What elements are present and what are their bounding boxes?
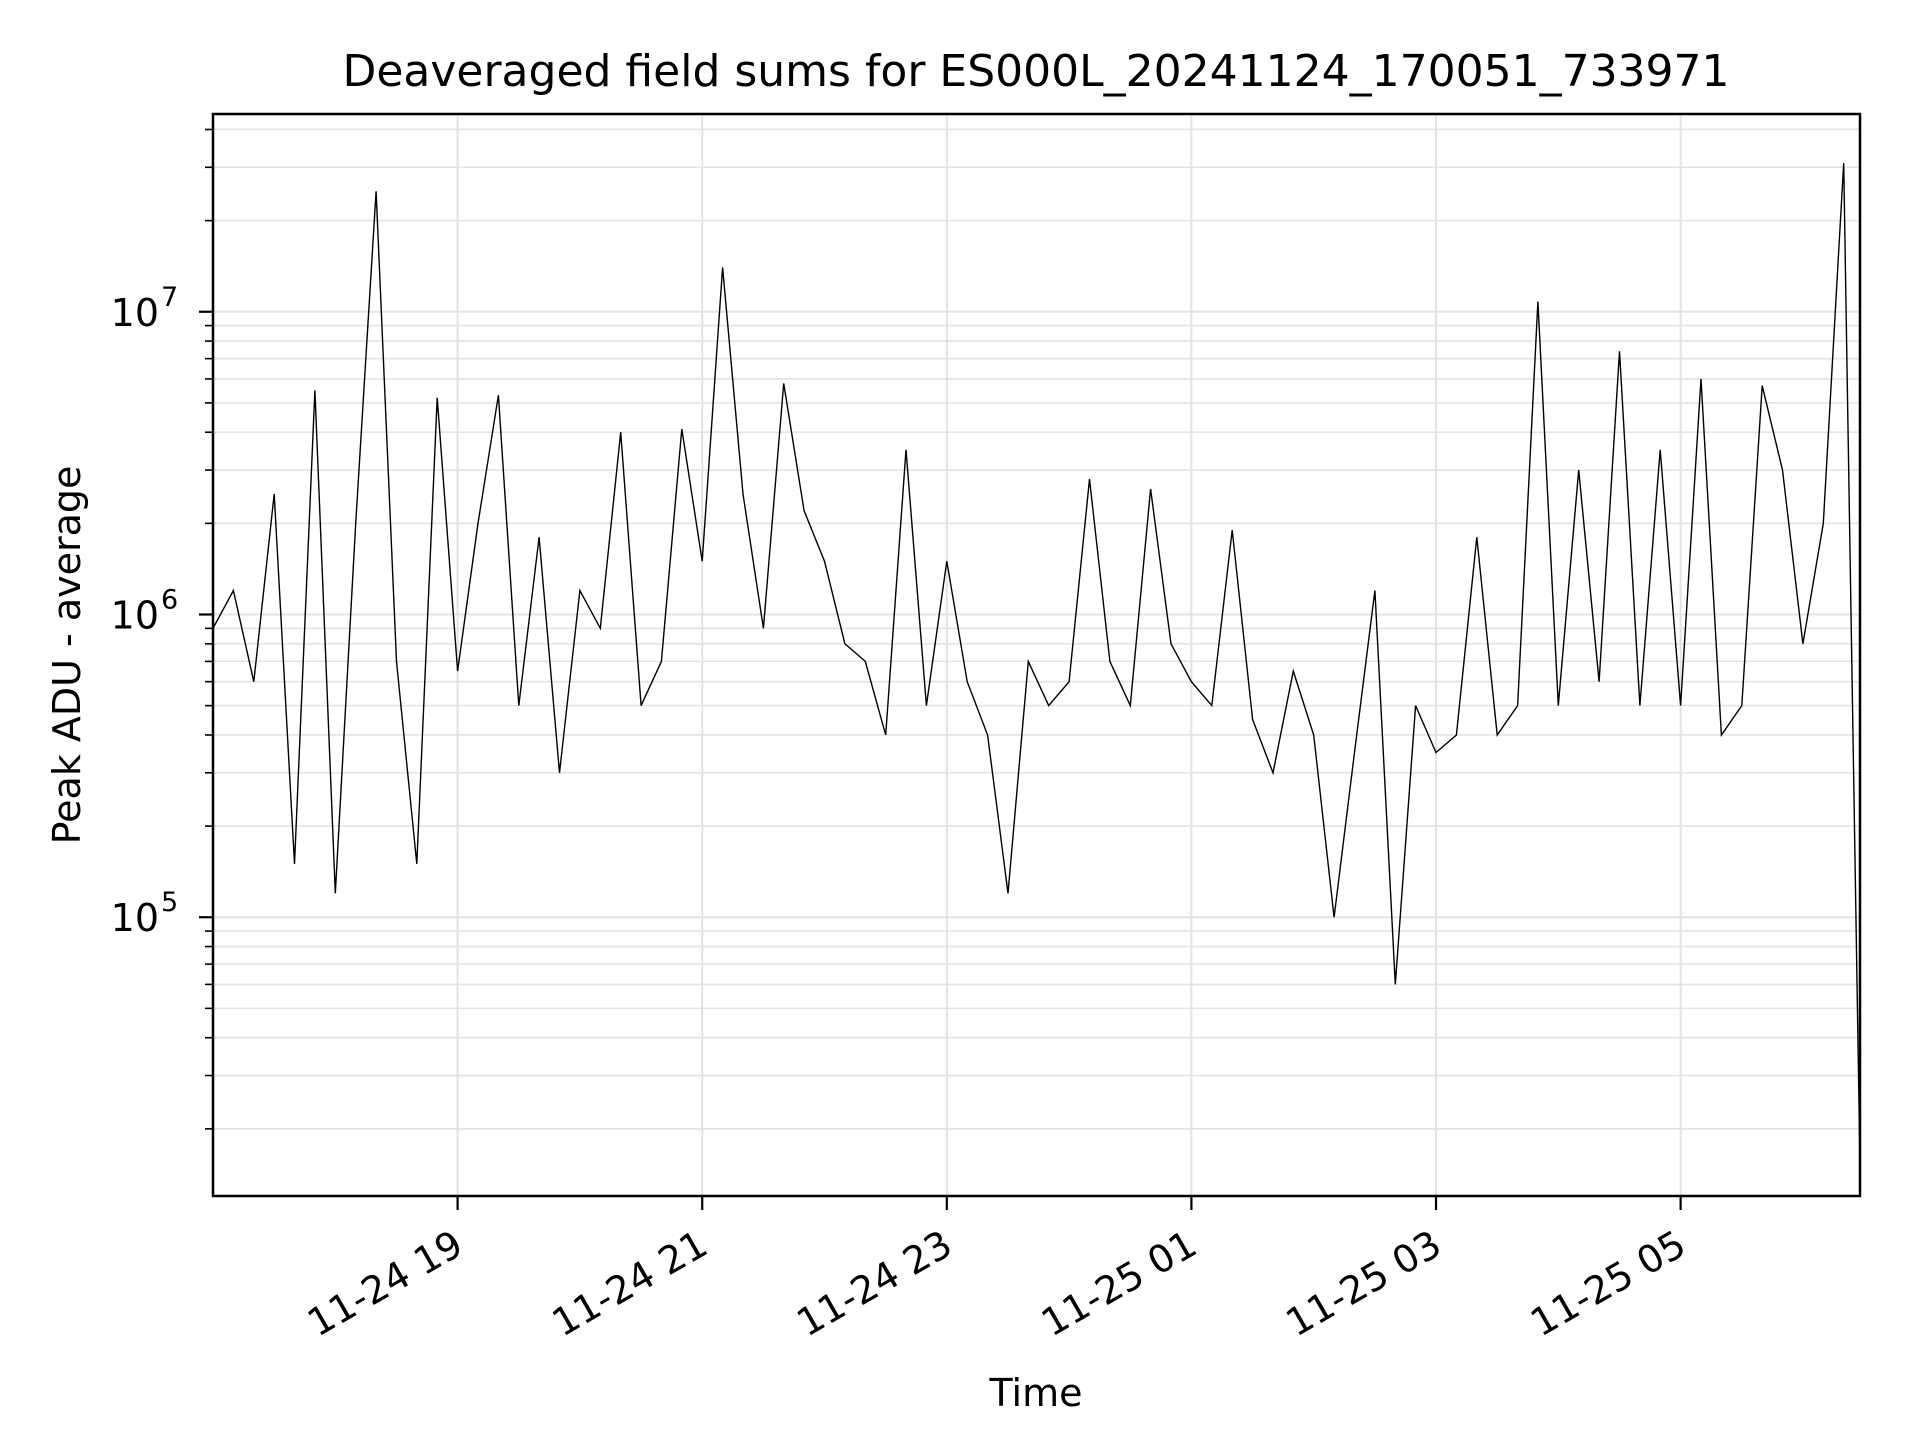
y-tick-label: 10 6 (111, 584, 179, 637)
series-line (212, 162, 1861, 1167)
y-tick-label: 10 7 (111, 282, 179, 335)
y-tick-exponent: 6 (161, 584, 178, 615)
y-tick-exponent: 7 (161, 282, 178, 313)
plot-frame (211, 112, 1862, 1198)
x-axis-label: Time (989, 1371, 1083, 1415)
y-tick-base: 10 (111, 291, 159, 335)
y-tick-exponent: 5 (161, 887, 178, 918)
y-tick-label: 10 5 (111, 887, 179, 940)
y-axis-label: Peak ADU - average (45, 466, 89, 845)
series-layer (212, 162, 1861, 1167)
chart-title: Deaveraged field sums for ES000L_2024112… (342, 46, 1729, 97)
y-tick-base: 10 (111, 896, 159, 940)
y-tick-base: 10 (111, 593, 159, 637)
grid-lines (213, 114, 1860, 1196)
